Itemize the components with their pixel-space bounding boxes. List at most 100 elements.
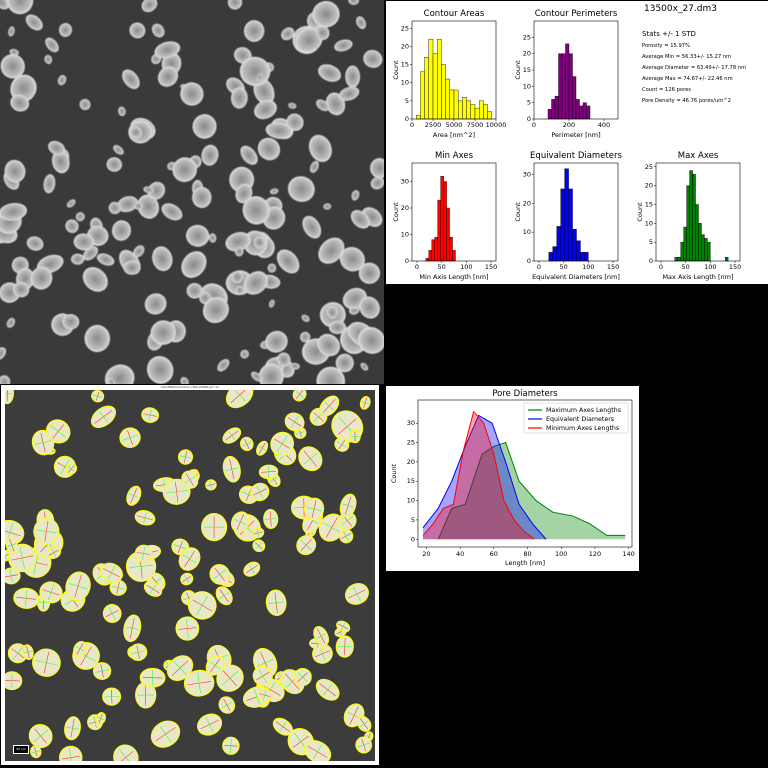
scale-bar: 50 nm bbox=[13, 745, 29, 754]
pore-blob bbox=[254, 100, 277, 120]
series-line bbox=[422, 410, 535, 540]
pore-blob bbox=[316, 99, 330, 112]
pore-blob bbox=[48, 140, 66, 156]
pore-blob bbox=[113, 145, 124, 155]
contour-axis bbox=[258, 446, 266, 451]
histogram-bar bbox=[487, 111, 492, 120]
y-tick-label: 25 bbox=[645, 163, 653, 171]
y-axis-label: Count bbox=[514, 202, 522, 222]
pore-blob bbox=[351, 190, 360, 201]
pore-blob bbox=[82, 267, 108, 292]
contour-pore bbox=[33, 517, 60, 545]
contour-axis bbox=[107, 566, 115, 580]
histogram-bar bbox=[586, 105, 591, 120]
pore-blob bbox=[345, 65, 361, 88]
histogram-perimeters: 0 200 400 0 5 10 15 20 25 Contour Perimeters Perim… bbox=[514, 9, 619, 139]
contour-pore bbox=[197, 713, 223, 736]
pore-blob bbox=[235, 183, 253, 204]
contour-pore bbox=[32, 648, 61, 677]
histogram-bar bbox=[424, 57, 429, 120]
histogram-bar bbox=[568, 53, 573, 120]
contour-pore bbox=[252, 665, 273, 687]
series-line bbox=[422, 414, 547, 540]
pore-blob bbox=[356, 16, 367, 30]
contour-axis bbox=[265, 518, 277, 520]
pore-blob bbox=[217, 358, 230, 372]
pore-blob bbox=[147, 181, 166, 200]
chart-title: Contour Areas bbox=[424, 9, 485, 19]
x-tick-label: 200 bbox=[563, 121, 575, 129]
pore-blob bbox=[154, 41, 181, 59]
legend-label: Maximum Axes Lengths bbox=[546, 407, 621, 414]
histogram-bar bbox=[552, 246, 557, 262]
pore-blob bbox=[309, 160, 319, 173]
contour-axis bbox=[267, 466, 270, 478]
contour-pore bbox=[187, 591, 217, 620]
contour-pore bbox=[65, 462, 78, 475]
contour-pore bbox=[39, 581, 63, 604]
histogram-bar bbox=[474, 107, 480, 120]
pore-blob bbox=[26, 236, 44, 251]
histogram-bar bbox=[470, 104, 476, 120]
y-tick-label: 5 bbox=[649, 238, 653, 246]
histogram-bar bbox=[558, 53, 563, 120]
plot-frame bbox=[417, 399, 633, 548]
contour-axis bbox=[197, 672, 201, 694]
contour-pore bbox=[303, 740, 332, 761]
contour-pore bbox=[13, 587, 40, 609]
pore-blob bbox=[256, 73, 263, 81]
histogram-bar bbox=[483, 104, 488, 120]
pore-blob bbox=[370, 176, 384, 190]
contour-pore bbox=[162, 478, 191, 505]
pore-blob bbox=[84, 324, 111, 353]
pore-blob bbox=[108, 201, 121, 215]
contour-pore bbox=[95, 712, 107, 725]
histogram-bar bbox=[449, 236, 453, 262]
pore-blob bbox=[290, 362, 300, 370]
chart-title: Pore Diameters bbox=[492, 389, 558, 399]
pore-blob bbox=[225, 232, 251, 252]
contour-image-panel: Identified Contours (300-20000 px^2) 50 … bbox=[1, 385, 379, 765]
contour-axis bbox=[209, 661, 221, 670]
pore-blob bbox=[277, 352, 291, 367]
x-tick-label: 80 bbox=[523, 550, 531, 558]
contour-axis bbox=[67, 466, 75, 472]
contour-pore bbox=[250, 482, 270, 502]
x-tick-label: 0 bbox=[410, 121, 414, 129]
contour-axis bbox=[303, 452, 318, 465]
pore-blob bbox=[348, 0, 360, 5]
pore-blob bbox=[231, 271, 244, 284]
pore-blob bbox=[137, 194, 160, 219]
histogram-bar bbox=[462, 97, 467, 120]
x-tick-label: 100 bbox=[582, 263, 594, 271]
histogram-bar bbox=[449, 89, 455, 120]
y-tick-label: 0 bbox=[405, 257, 409, 265]
contour-pore bbox=[141, 407, 160, 423]
pore-blob bbox=[59, 22, 72, 37]
y-axis-label: Count bbox=[390, 463, 398, 483]
stats-avg-min: Average Min = 56.33+/- 15.27 nm bbox=[642, 54, 732, 60]
y-tick-label: 5 bbox=[405, 97, 409, 105]
pore-blob bbox=[0, 347, 7, 360]
pore-blob bbox=[339, 246, 365, 272]
y-tick-label: 0 bbox=[649, 257, 653, 265]
histogram-bar bbox=[554, 95, 559, 120]
contour-pore bbox=[64, 716, 81, 741]
contour-axis bbox=[179, 455, 192, 459]
x-tick-label: 5000 bbox=[446, 121, 463, 129]
contour-pore bbox=[252, 539, 266, 553]
pore-blob bbox=[335, 353, 354, 373]
contour-axis bbox=[93, 716, 97, 729]
contour-axis bbox=[300, 539, 312, 551]
pore-blob bbox=[299, 331, 311, 343]
contour-pore bbox=[201, 512, 228, 542]
histogram-bar bbox=[692, 174, 696, 262]
contour-pore bbox=[315, 678, 340, 701]
histogram-bar bbox=[453, 89, 459, 120]
contour-pore bbox=[102, 687, 122, 706]
pore-blob bbox=[141, 0, 158, 13]
y-tick-label: 20 bbox=[407, 458, 415, 466]
x-tick-label: 0 bbox=[659, 263, 663, 271]
contour-pore bbox=[272, 717, 293, 736]
x-axis-label: Area [nm^2] bbox=[433, 131, 475, 139]
